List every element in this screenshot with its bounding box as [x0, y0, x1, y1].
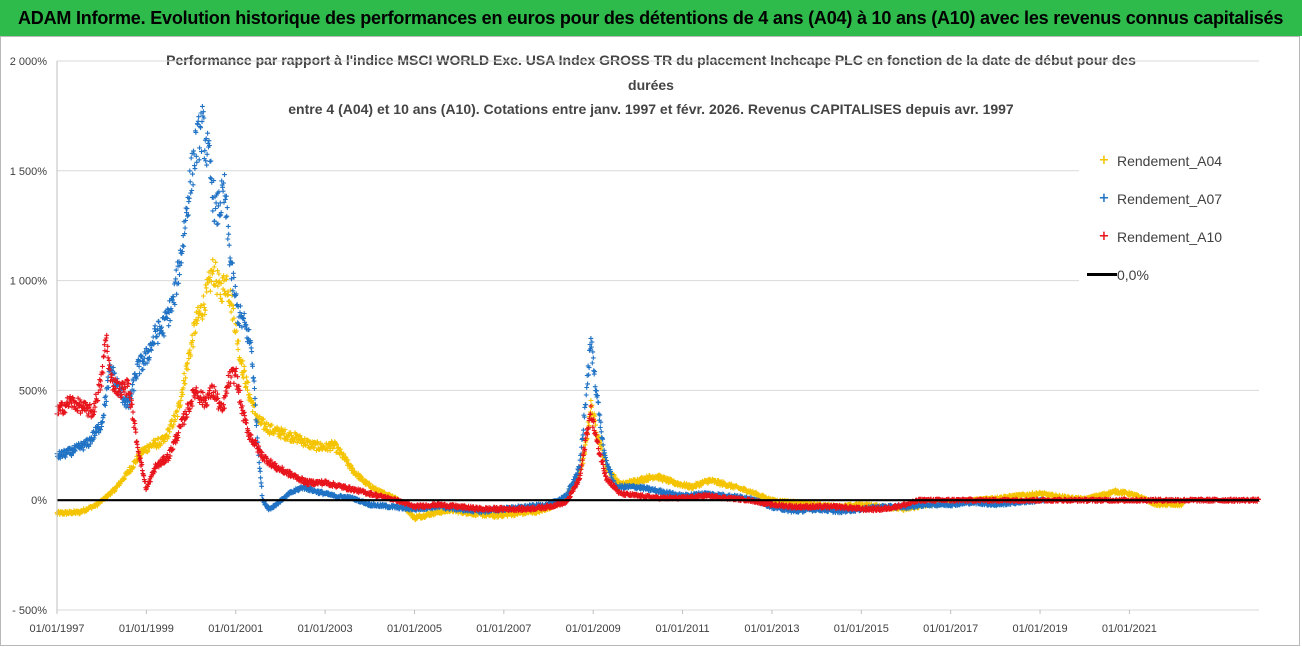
legend-item-a04: + Rendement_A04 — [1079, 149, 1269, 173]
x-tick-label-2: 01/01/2001 — [208, 623, 263, 635]
y-tick-label-3: 1 000% — [10, 276, 48, 288]
y-tick-label-4: 1 500% — [10, 166, 48, 178]
plot-svg: - 500% 0% 500% 1 000% 1 500% 2 000% 01/01/199… — [10, 56, 1261, 635]
legend-label-a07: Rendement_A07 — [1117, 191, 1223, 207]
x-tick-label-3: 01/01/2003 — [298, 623, 353, 635]
x-axis: 01/01/1997 01/01/1999 01/01/2001 01/01/2003… — [29, 610, 1157, 635]
x-tick-label-9: 01/01/2015 — [834, 623, 889, 635]
legend-item-a10: + Rendement_A10 — [1079, 225, 1269, 249]
x-tick-label-11: 01/01/2019 — [1013, 623, 1068, 635]
y-tick-label-1: 0% — [31, 495, 47, 507]
x-tick-label-0: 01/01/1997 — [29, 623, 84, 635]
series-a04-markers — [54, 257, 1185, 523]
x-tick-label-12: 01/01/2021 — [1102, 623, 1157, 635]
x-tick-label-1: 01/01/1999 — [119, 623, 174, 635]
gridlines — [57, 60, 1259, 611]
y-tick-label-0: - 500% — [12, 605, 47, 617]
legend-label-zero: 0,0% — [1117, 267, 1149, 283]
y-tick-label-2: 500% — [19, 385, 47, 397]
chart-title-line-1: Performance par rapport à l'indice MSCI … — [166, 52, 1136, 68]
series-rendement-a10 — [54, 332, 1261, 514]
x-tick-label-10: 01/01/2017 — [923, 623, 978, 635]
legend-item-a07: + Rendement_A07 — [1079, 187, 1269, 211]
chart-legend: + Rendement_A04 + Rendement_A07 + Rendem… — [1079, 149, 1269, 301]
legend-marker-a04: + — [1098, 153, 1110, 168]
legend-line-zero — [1087, 273, 1117, 276]
chart-area: Performance par rapport à l'indice MSCI … — [0, 36, 1300, 646]
series-a07-markers — [54, 104, 1047, 516]
x-tick-label-4: 01/01/2005 — [387, 623, 442, 635]
legend-marker-a10: + — [1098, 229, 1110, 244]
chart-title-line-3: entre 4 (A04) et 10 ans (A10). Cotations… — [288, 101, 1014, 117]
series-rendement-a04 — [54, 257, 1185, 523]
y-tick-label-5: 2 000% — [10, 56, 48, 68]
legend-label-a10: Rendement_A10 — [1117, 229, 1223, 245]
series-rendement-a07 — [54, 104, 1047, 516]
chart-title-line-2: durées — [628, 77, 674, 93]
x-tick-label-6: 01/01/2009 — [566, 623, 621, 635]
legend-marker-a07: + — [1098, 191, 1110, 206]
report-banner: ADAM Informe. Evolution historique des p… — [0, 0, 1302, 36]
x-tick-label-5: 01/01/2007 — [476, 623, 531, 635]
x-tick-label-7: 01/01/2011 — [655, 623, 709, 635]
legend-item-zero: 0,0% — [1079, 263, 1269, 287]
series-a10-markers — [54, 332, 1261, 514]
legend-label-a04: Rendement_A04 — [1117, 153, 1223, 169]
y-axis: - 500% 0% 500% 1 000% 1 500% 2 000% — [10, 56, 58, 617]
x-tick-label-8: 01/01/2013 — [744, 623, 799, 635]
